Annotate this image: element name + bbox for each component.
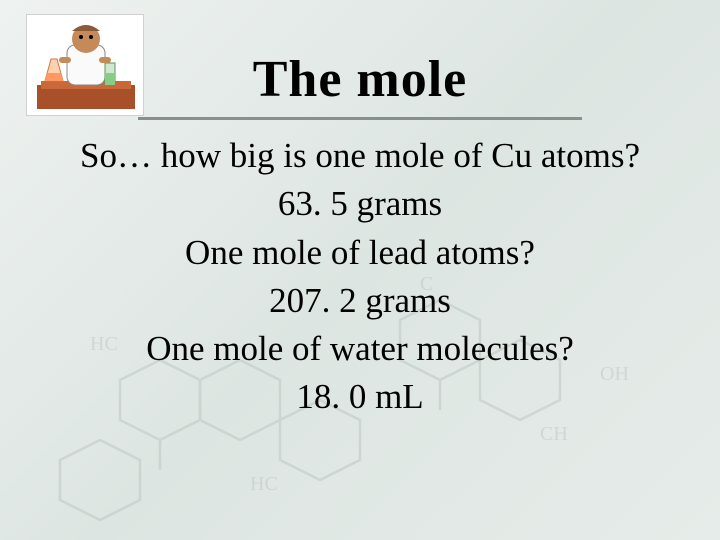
- body-line: 63. 5 grams: [8, 180, 712, 228]
- slide-body: So… how big is one mole of Cu atoms? 63.…: [8, 128, 712, 422]
- slide: The mole So… how big is one mole of Cu a…: [0, 0, 720, 540]
- slide-header: The mole: [8, 8, 712, 128]
- body-line: 207. 2 grams: [8, 277, 712, 325]
- title-underline: [138, 117, 582, 120]
- scientist-icon: [27, 15, 145, 117]
- body-line: So… how big is one mole of Cu atoms?: [8, 132, 712, 180]
- body-line: One mole of water molecules?: [8, 325, 712, 373]
- body-line: 18. 0 mL: [8, 373, 712, 421]
- body-line: One mole of lead atoms?: [8, 229, 712, 277]
- scientist-clipart: [26, 14, 144, 116]
